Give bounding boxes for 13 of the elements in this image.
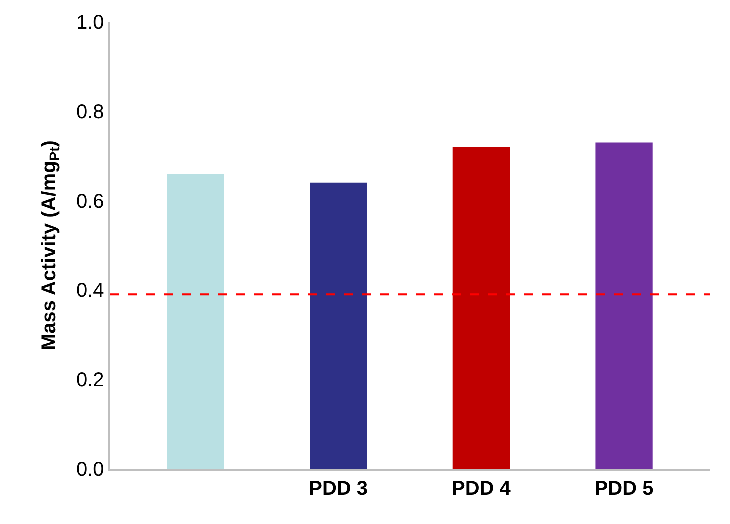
x-tick-label: PDD 4 [452,478,512,500]
y-tick-label: 0.4 [76,280,104,302]
y-tick-label: 0.8 [76,101,104,124]
x-tick-label: PDD 5 [594,478,654,500]
y-tick-label: 0.2 [76,370,104,392]
bar [452,147,510,469]
y-tick-label: 1.0 [76,12,104,34]
bar [596,142,653,469]
x-tick-label: PDD 3 [309,478,368,500]
bar [310,182,368,469]
bar [167,174,224,469]
y-tick-label: 0.0 [76,459,104,481]
y-tick-label: 0.6 [76,190,104,213]
